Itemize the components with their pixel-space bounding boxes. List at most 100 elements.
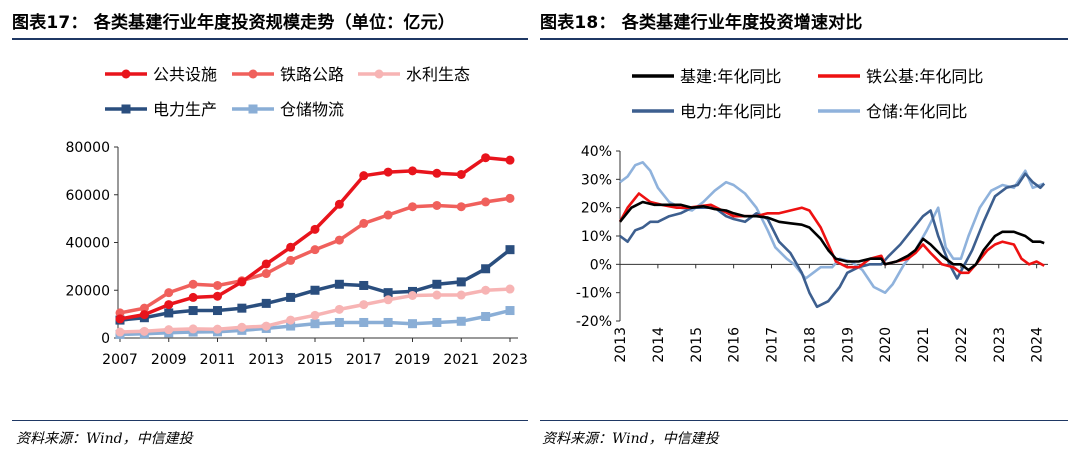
data-point	[334, 304, 344, 314]
y-tick-label: 30%	[581, 172, 612, 188]
x-tick-label: 2017	[765, 327, 781, 363]
series-2	[115, 284, 515, 337]
data-point	[408, 319, 417, 329]
data-point	[408, 166, 417, 176]
data-point	[359, 171, 369, 181]
data-point	[188, 279, 198, 289]
data-point	[383, 317, 393, 327]
data-point	[383, 210, 393, 220]
data-point	[286, 242, 296, 252]
data-point	[213, 291, 222, 301]
data-point	[408, 291, 417, 301]
data-point	[115, 327, 125, 337]
data-point	[286, 315, 296, 325]
data-point	[139, 326, 149, 336]
data-point	[383, 167, 393, 177]
x-tick-label: 2022	[954, 327, 970, 363]
legend-item: 公共设施	[105, 65, 217, 84]
x-tick-label: 2024	[1030, 327, 1046, 363]
data-point	[164, 288, 174, 298]
chart-title-18: 图表18： 各类基建行业年度投资增速对比	[540, 13, 863, 33]
data-point	[139, 303, 149, 313]
data-point	[505, 155, 515, 165]
legend-item: 水利生态	[358, 65, 470, 84]
data-point	[456, 277, 466, 287]
legend-label: 铁公基:年化同比	[866, 67, 983, 86]
legend-label: 水利生态	[406, 65, 470, 84]
x-tick-label: 2018	[802, 327, 818, 363]
y-tick-label: 0	[101, 331, 110, 347]
legend-label: 电力生产	[153, 100, 217, 119]
x-tick-label: 2011	[200, 352, 236, 368]
data-point	[481, 197, 491, 207]
data-point	[505, 306, 515, 316]
x-tick-label: 2023	[492, 352, 528, 368]
x-tick-label: 2014	[651, 327, 667, 363]
data-point	[188, 324, 198, 334]
x-tick-label: 2021	[916, 327, 932, 363]
chart-panel-investment-scale: 图表17： 各类基建行业年度投资规模走势（单位：亿元） 公共设施 铁路公路 水利生态…	[0, 0, 528, 457]
data-point	[213, 306, 222, 316]
y-tick-label: 40000	[65, 236, 110, 252]
data-point	[334, 235, 344, 245]
data-point	[481, 285, 491, 295]
legend-item: 电力:年化同比	[632, 102, 781, 121]
source-note: 资料来源：Wind，中信建投	[542, 431, 719, 447]
data-point	[237, 322, 247, 332]
data-point	[164, 308, 174, 318]
legend-item: 电力生产	[105, 100, 217, 119]
title-rule	[12, 38, 528, 40]
x-tick-label: 2013	[613, 327, 629, 363]
data-point	[432, 279, 442, 289]
data-point	[505, 284, 515, 294]
chart-title-17: 图表17： 各类基建行业年度投资规模走势（单位：亿元）	[12, 13, 455, 33]
data-point	[359, 317, 369, 327]
data-point	[505, 245, 515, 255]
data-point	[213, 280, 222, 290]
data-point	[261, 298, 271, 308]
data-point	[188, 292, 198, 302]
data-point	[286, 292, 296, 302]
legend-item: 铁路公路	[232, 65, 344, 84]
data-point	[237, 303, 247, 313]
data-point	[334, 199, 344, 209]
legend-item: 仓储:年化同比	[818, 102, 967, 121]
data-point	[310, 319, 320, 329]
data-point	[188, 306, 198, 316]
series-line	[618, 200, 1045, 272]
legend-item: 铁公基:年化同比	[818, 67, 983, 86]
y-tick-label: 80000	[65, 140, 110, 156]
data-point	[334, 279, 344, 289]
data-point	[286, 255, 296, 265]
data-point	[481, 264, 491, 274]
x-tick-label: 2016	[727, 327, 743, 363]
data-point	[456, 202, 466, 212]
footer-rule	[540, 420, 1068, 421]
x-tick-label: 2007	[102, 352, 138, 368]
data-point	[261, 259, 271, 269]
x-tick-label: 2015	[297, 352, 333, 368]
data-point	[432, 317, 442, 327]
x-tick-label: 2013	[248, 352, 284, 368]
data-point	[310, 310, 320, 320]
data-point	[310, 285, 320, 295]
y-tick-label: 60000	[65, 188, 110, 204]
legend-marker	[248, 69, 258, 79]
data-point	[383, 288, 393, 298]
data-point	[432, 290, 442, 300]
legend-marker	[121, 69, 131, 79]
series-0	[115, 153, 515, 324]
data-point	[359, 280, 369, 290]
x-tick-label: 2020	[878, 327, 894, 363]
data-point	[237, 277, 247, 287]
y-tick-label: -20%	[576, 314, 612, 330]
legend-marker	[374, 69, 384, 79]
legend-label: 铁路公路	[280, 65, 344, 84]
x-tick-label: 2023	[992, 327, 1008, 363]
legend-label: 公共设施	[153, 65, 217, 84]
data-point	[456, 316, 466, 326]
data-point	[456, 169, 466, 179]
legend-label: 仓储:年化同比	[866, 102, 967, 121]
